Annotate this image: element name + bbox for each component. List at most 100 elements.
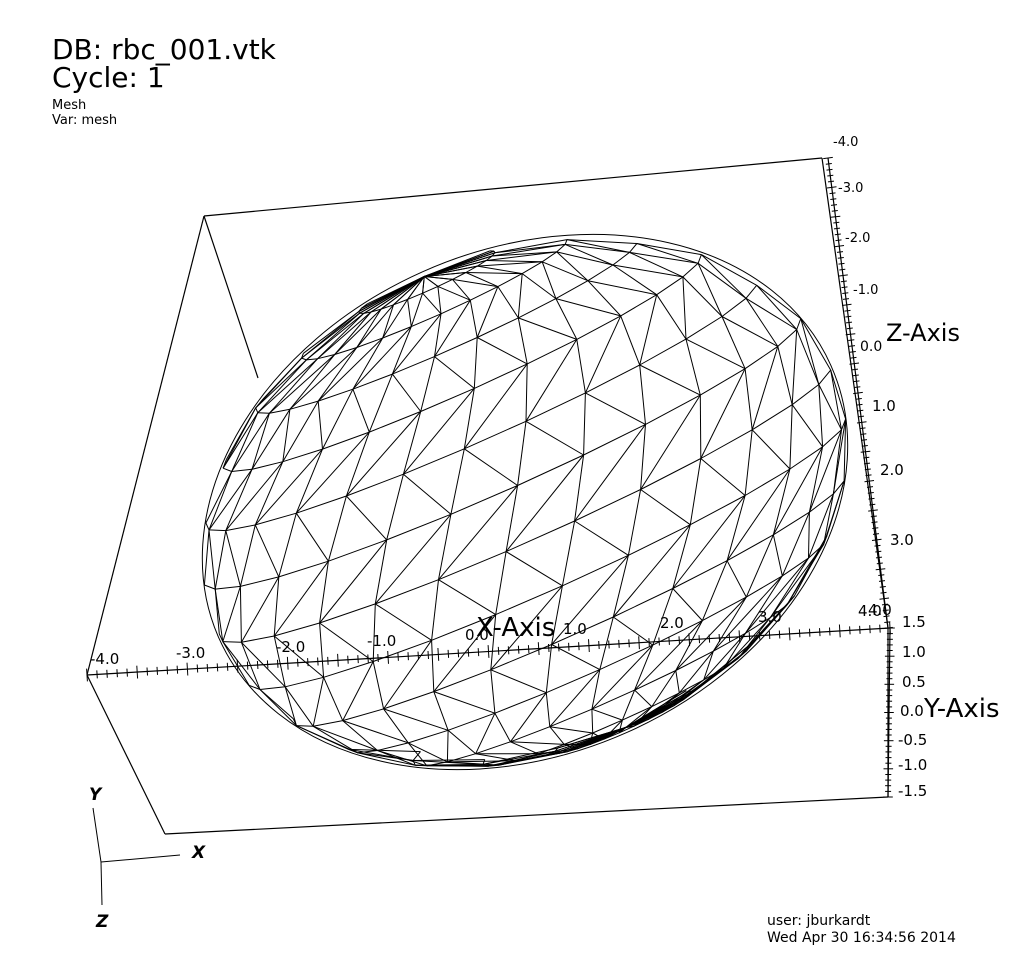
axis-tick	[845, 315, 852, 318]
bbox-edge	[86, 674, 166, 835]
mesh-edge	[510, 726, 550, 743]
axis-tick	[849, 351, 856, 353]
mesh-edge	[830, 369, 847, 420]
mesh-edge	[225, 469, 253, 531]
mesh-edge	[599, 616, 614, 670]
mesh-edge	[592, 719, 623, 734]
z-tick-label: -3.0	[838, 181, 863, 196]
mesh-edge	[517, 273, 523, 318]
mesh-edge	[652, 588, 674, 646]
mesh-edge	[583, 423, 646, 456]
x-tick-label: 2.0	[660, 614, 684, 632]
bbox-edge	[86, 215, 205, 676]
mesh-edge	[383, 708, 449, 731]
axis-tick	[788, 627, 791, 641]
mesh-edge	[345, 431, 370, 497]
mesh-edge	[357, 752, 416, 766]
mesh-edge	[203, 529, 210, 586]
mesh-edge	[222, 412, 259, 469]
mesh-edge	[403, 448, 465, 475]
mesh-edge	[510, 741, 565, 745]
mesh-edge	[612, 252, 630, 266]
mesh-edge	[434, 356, 475, 389]
mesh-edge	[629, 251, 684, 278]
mesh-edge	[317, 337, 384, 402]
mesh-edge	[685, 338, 701, 396]
mesh-edge	[495, 585, 563, 616]
mesh-edge	[574, 454, 585, 522]
mesh-edge	[374, 539, 388, 604]
mesh-edge	[282, 448, 323, 463]
z-tick-label: -2.0	[845, 231, 870, 246]
mesh-edge	[446, 730, 449, 762]
axis-tick	[870, 515, 877, 518]
mesh-edge	[639, 364, 646, 425]
axis-tick	[286, 656, 289, 670]
mesh-edge	[222, 467, 232, 472]
mesh-edge	[576, 315, 621, 340]
mesh-edge	[701, 254, 757, 286]
mesh-edge	[509, 692, 547, 743]
mesh-edge	[772, 468, 791, 535]
axis-tick	[880, 591, 887, 594]
mesh-edge	[240, 576, 279, 587]
axis-tick	[833, 227, 841, 230]
axis-tick	[863, 456, 870, 459]
mesh-edge	[422, 285, 439, 294]
mesh-edge	[621, 689, 636, 721]
mesh-edge	[470, 286, 499, 301]
axis-tick	[866, 486, 874, 488]
axis-tick	[708, 634, 711, 643]
mesh-edge	[239, 524, 256, 587]
mesh-edge	[618, 706, 653, 734]
mesh-edge	[833, 480, 845, 495]
mesh-edge	[640, 489, 691, 526]
mesh-edge	[751, 346, 779, 430]
mesh-edge	[231, 412, 270, 472]
z-tick-label: -1.0	[853, 283, 878, 298]
mesh-edge	[830, 370, 842, 430]
mesh-edge	[726, 534, 774, 562]
axis-tick	[834, 233, 841, 236]
mesh-edge	[564, 743, 578, 750]
mesh-edge	[518, 298, 557, 319]
mesh-edge	[323, 661, 374, 678]
mesh-edge	[296, 725, 349, 750]
mesh-edge	[382, 326, 412, 339]
axis-tick	[838, 262, 845, 265]
axis-tick	[136, 665, 139, 679]
mesh-edge	[312, 677, 325, 727]
mesh-edge	[306, 312, 360, 361]
mesh-edge	[469, 300, 478, 338]
mesh-edge	[633, 718, 650, 727]
mesh-edge	[612, 524, 691, 618]
mesh-edge	[555, 280, 589, 300]
mesh-edge	[222, 586, 241, 642]
mesh-edge	[312, 725, 358, 754]
mesh-edge	[651, 692, 680, 708]
mesh-edge	[313, 720, 343, 727]
mesh-edge	[463, 363, 528, 450]
mesh-edge	[574, 424, 646, 522]
mesh-edge	[465, 272, 523, 275]
axis-tick	[798, 629, 801, 638]
mesh-edge	[781, 512, 810, 577]
mesh-edge	[269, 358, 318, 414]
mesh-edge	[475, 741, 511, 755]
triad-x-line	[100, 854, 181, 863]
x-tick-label: 4.0	[858, 602, 882, 620]
mesh-edge	[369, 411, 421, 433]
mesh-edge	[612, 555, 629, 618]
y-tick-label: -1.5	[898, 782, 927, 800]
axis-tick	[872, 533, 880, 535]
axis-tick	[882, 609, 889, 612]
y-axis: 1.5 1.0 0.5 0.0 -0.5 -1.0 -1.5 Y-Axis	[883, 613, 1000, 800]
mesh-edge	[723, 617, 771, 669]
mesh-edge	[562, 554, 629, 587]
mesh-edge	[577, 744, 591, 750]
mesh-edge	[431, 579, 439, 641]
axis-tick	[842, 292, 849, 294]
mesh-edge	[383, 640, 433, 710]
axis-tick	[869, 625, 871, 634]
